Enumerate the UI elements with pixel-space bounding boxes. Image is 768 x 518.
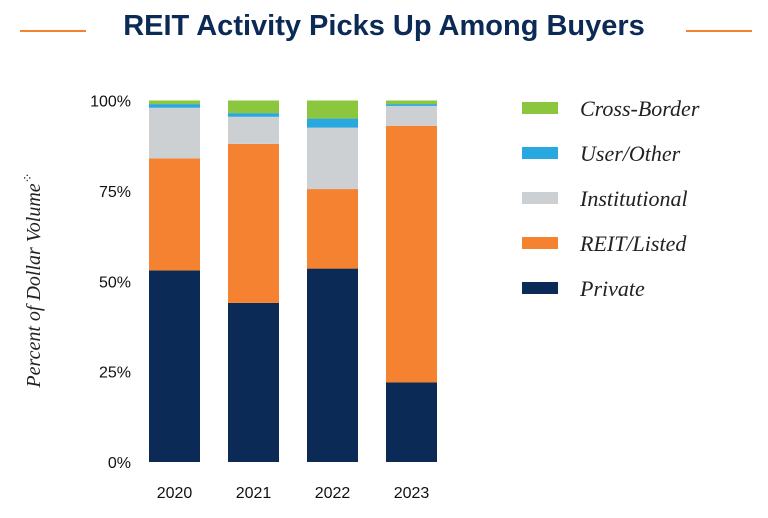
bar-2020-institutional xyxy=(149,107,200,159)
legend-swatch xyxy=(522,282,558,294)
bar-2022-reit-listed xyxy=(307,189,358,269)
bar-2022-user-other xyxy=(307,118,358,128)
legend-label: Institutional xyxy=(579,186,688,211)
bar-2022-institutional xyxy=(307,127,358,190)
legend-swatch xyxy=(522,237,558,249)
x-tick-label: 2023 xyxy=(394,485,430,502)
bar-2023-reit-listed xyxy=(386,125,437,383)
bar-2022-private xyxy=(307,268,358,462)
y-tick-label: 75% xyxy=(99,184,131,201)
chart-title: REIT Activity Picks Up Among Buyers xyxy=(123,10,645,42)
y-tick-label: 100% xyxy=(90,94,131,111)
bar-2021-cross-border xyxy=(228,100,279,114)
y-tick-label: 0% xyxy=(108,455,131,472)
x-tick-label: 2020 xyxy=(157,485,193,502)
bar-2023-cross-border xyxy=(386,100,437,105)
title-rule-left xyxy=(20,30,86,32)
legend-label: REIT/Listed xyxy=(579,231,687,256)
bar-2020-private xyxy=(149,270,200,462)
bar-2020-user-other xyxy=(149,104,200,108)
y-tick-label: 25% xyxy=(99,365,131,382)
title-rule-right xyxy=(686,30,752,32)
bar-2021-reit-listed xyxy=(228,143,279,303)
bar-2023-user-other xyxy=(386,104,437,106)
y-axis-label-marker: ⁘ xyxy=(20,172,35,183)
x-tick-label: 2022 xyxy=(315,485,351,502)
legend-label: Cross-Border xyxy=(580,96,700,121)
bar-2023-institutional xyxy=(386,105,437,126)
legend-label: Private xyxy=(579,276,645,301)
legend-label: User/Other xyxy=(580,141,681,166)
bar-2021-user-other xyxy=(228,113,279,117)
y-tick-label: 50% xyxy=(99,274,131,291)
bar-2021-private xyxy=(228,302,279,462)
bar-2022-cross-border xyxy=(307,100,358,119)
bar-2023-private xyxy=(386,382,437,462)
bar-2020-cross-border xyxy=(149,100,200,105)
bar-2020-reit-listed xyxy=(149,158,200,271)
bar-2021-institutional xyxy=(228,116,279,144)
y-axis-label: Percent of Dollar Volume⁘ xyxy=(20,172,45,388)
legend-swatch xyxy=(522,147,558,159)
legend-swatch xyxy=(522,102,558,114)
x-tick-label: 2021 xyxy=(236,485,272,502)
legend-swatch xyxy=(522,192,558,204)
y-axis-label-text: Percent of Dollar Volume xyxy=(23,183,45,388)
